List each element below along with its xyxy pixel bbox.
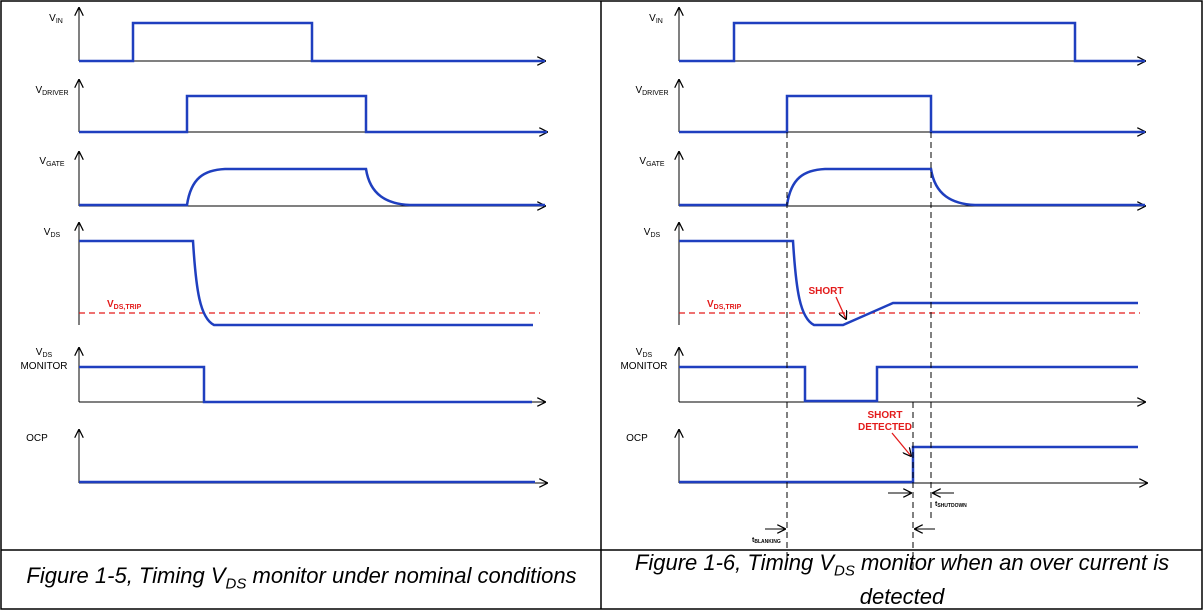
t-shutdown-label: tSHUTDOWN bbox=[935, 501, 967, 509]
vds-monitor-label: VDS bbox=[36, 347, 53, 359]
vdriver-waveform bbox=[679, 94, 1145, 134]
vdriver-label: VDRIVER bbox=[35, 85, 68, 97]
vds-label: VDS bbox=[644, 227, 661, 239]
short-detected-label-line1: SHORT bbox=[868, 410, 903, 421]
vgate-label: VGATE bbox=[639, 156, 665, 168]
vds-monitor-waveform bbox=[79, 365, 532, 404]
vds-waveform bbox=[79, 239, 533, 327]
vgate-axis bbox=[679, 152, 1145, 206]
short-detected-label-line2: DETECTED bbox=[858, 422, 912, 433]
vgate-axis bbox=[79, 152, 545, 206]
short-label: SHORT bbox=[809, 286, 844, 297]
vdriver-label: VDRIVER bbox=[635, 85, 668, 97]
vds-label: VDS bbox=[44, 227, 61, 239]
left-panel: VIN VDRIVER VGATE VDS VDS,TRIP VDS MON bbox=[20, 8, 547, 483]
vin-waveform bbox=[79, 21, 545, 63]
vds-monitor-label: VDS bbox=[636, 347, 653, 359]
t-blanking-label: tBLANKING bbox=[752, 537, 781, 545]
vds-waveform bbox=[679, 239, 1138, 327]
vds-monitor-axis bbox=[679, 348, 1145, 402]
vds-monitor-waveform bbox=[679, 365, 1138, 403]
ocp-label: OCP bbox=[626, 433, 648, 444]
caption-figure-1-5: Figure 1-5, Timing VDS monitor under nom… bbox=[26, 562, 577, 593]
vdriver-waveform bbox=[79, 94, 547, 134]
vds-trip-label: VDS,TRIP bbox=[707, 299, 742, 311]
vds-monitor-label-line2: MONITOR bbox=[620, 361, 667, 372]
ocp-label: OCP bbox=[26, 433, 48, 444]
vin-axis bbox=[679, 8, 1145, 61]
vdriver-axis bbox=[679, 80, 1145, 132]
short-detected-arrow bbox=[891, 432, 911, 456]
vin-waveform bbox=[679, 21, 1145, 63]
caption-figure-1-6: Figure 1-6, Timing VDS monitor when an o… bbox=[634, 549, 1170, 610]
vgate-waveform bbox=[79, 167, 545, 207]
ocp-axis bbox=[79, 430, 547, 483]
vin-label: VIN bbox=[649, 13, 663, 25]
vds-monitor-label-line2: MONITOR bbox=[20, 361, 67, 372]
vgate-label: VGATE bbox=[39, 156, 65, 168]
vds-monitor-axis bbox=[79, 348, 545, 402]
right-panel: VIN VDRIVER VGATE VDS VDS,TRIP SHORT bbox=[620, 8, 1147, 568]
vdriver-axis bbox=[79, 80, 547, 132]
vin-label: VIN bbox=[49, 13, 63, 25]
vgate-waveform bbox=[679, 167, 1145, 207]
short-arrow bbox=[835, 296, 846, 319]
vds-trip-label: VDS,TRIP bbox=[107, 299, 142, 311]
